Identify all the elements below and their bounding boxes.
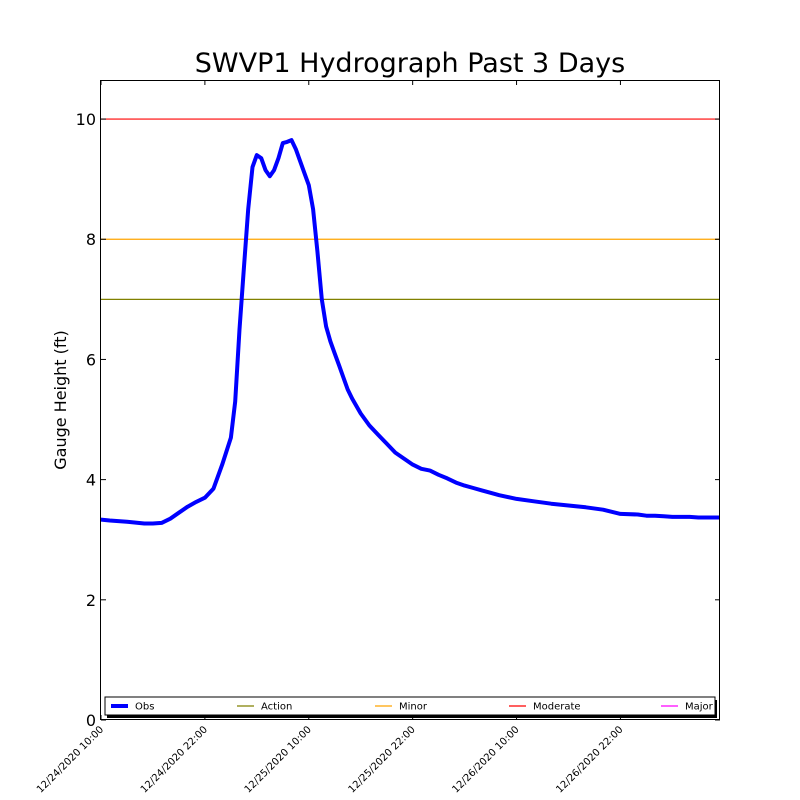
x-tick-label: 12/26/2020 22:00 bbox=[554, 724, 625, 795]
chart-title: SWVP1 Hydrograph Past 3 Days bbox=[195, 48, 625, 79]
legend-label-obs: Obs bbox=[135, 702, 154, 713]
y-axis-label: Gauge Height (ft) bbox=[51, 330, 70, 470]
y-tick-label: 0 bbox=[86, 711, 96, 730]
x-axis-ticks: 12/24/2020 10:00 12/24/2020 22:00 12/25/20… bbox=[35, 80, 626, 796]
y-tick-label: 10 bbox=[76, 110, 96, 129]
threshold-lines bbox=[101, 118, 720, 300]
legend-label-moderate: Moderate bbox=[533, 702, 581, 713]
y-tick-label: 2 bbox=[86, 591, 96, 610]
legend-label-minor: Minor bbox=[399, 702, 428, 713]
legend: Obs Action Minor Moderate Major bbox=[104, 696, 717, 718]
x-tick-label: 12/25/2020 22:00 bbox=[347, 724, 418, 795]
x-tick-label: 12/24/2020 10:00 bbox=[35, 724, 106, 795]
y-axis-ticks: 0 2 4 6 8 10 bbox=[76, 110, 720, 730]
plot-frame bbox=[100, 80, 720, 720]
x-tick-label: 12/25/2020 10:00 bbox=[243, 724, 314, 795]
x-tick-label: 12/26/2020 10:00 bbox=[451, 724, 522, 795]
legend-label-action: Action bbox=[261, 702, 292, 713]
y-tick-label: 8 bbox=[86, 230, 96, 249]
series-line-obs bbox=[101, 138, 720, 526]
x-tick-label: 12/24/2020 22:00 bbox=[139, 724, 210, 795]
y-tick-label: 4 bbox=[86, 471, 96, 490]
observation-series bbox=[101, 138, 720, 526]
legend-box bbox=[104, 696, 716, 716]
legend-label-major: Major bbox=[685, 702, 714, 713]
y-tick-label: 6 bbox=[86, 350, 96, 369]
